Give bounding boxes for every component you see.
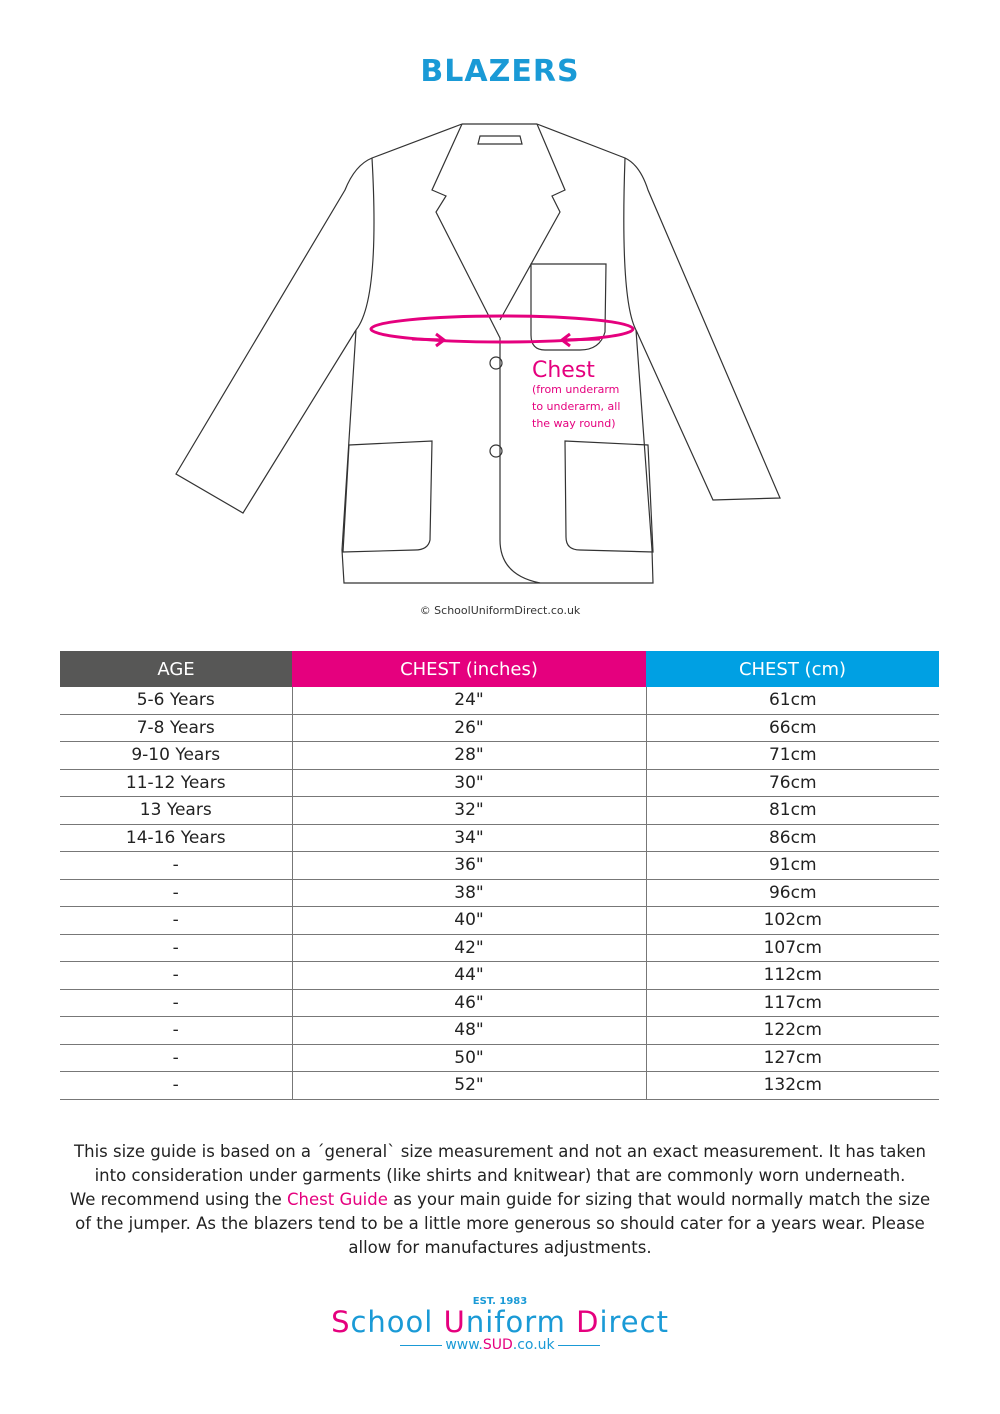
cell-chest-inches: 28" [291, 741, 646, 770]
cell-chest-inches: 24" [291, 687, 646, 715]
cell-age: - [60, 1016, 292, 1045]
cell-age: 5-6 Years [60, 687, 292, 715]
table-row: -44" 112cm [60, 961, 939, 990]
cell-age: - [60, 934, 292, 962]
cell-age: - [60, 961, 292, 990]
cell-chest-inches: 48" [291, 1016, 646, 1045]
url-part: .co.uk [512, 1337, 555, 1353]
cell-age: - [60, 906, 292, 935]
table-row: -48" 122cm [60, 1016, 939, 1045]
cell-age: - [60, 1071, 292, 1100]
url-part: www. [445, 1337, 483, 1353]
cell-chest-cm: 122cm [645, 1016, 939, 1045]
cell-age: 11-12 Years [60, 769, 292, 797]
cell-age: 7-8 Years [60, 714, 292, 742]
cell-chest-inches: 44" [291, 961, 646, 990]
cell-chest-inches: 42" [291, 934, 646, 962]
cell-chest-cm: 117cm [645, 989, 939, 1017]
logo: EST. 1983 School Uniform Direct www.SUD.… [0, 1296, 1000, 1353]
header-age: AGE [60, 651, 292, 687]
cell-chest-cm: 81cm [645, 796, 939, 825]
chest-sublabel-2: to underarm, all [532, 400, 620, 413]
size-note: This size guide is based on a ´general` … [60, 1140, 940, 1260]
table-row: -52" 132cm [60, 1071, 939, 1100]
table-row: 7-8 Years 26" 66cm [60, 714, 939, 742]
size-table: AGE CHEST (inches) CHEST (cm) 5-6 Years 2… [60, 651, 939, 1100]
cell-chest-cm: 112cm [645, 961, 939, 990]
table-row: 5-6 Years 24" 61cm [60, 687, 939, 715]
chest-sublabel-1: (from underarm [532, 383, 619, 396]
cell-chest-cm: 127cm [645, 1044, 939, 1072]
table-row: -40" 102cm [60, 906, 939, 935]
table-row: 9-10 Years 28" 71cm [60, 741, 939, 770]
chest-guide-link: Chest Guide [287, 1190, 388, 1209]
header-chest-cm: CHEST (cm) [646, 651, 939, 687]
logo-letter: D [576, 1305, 600, 1339]
cell-chest-inches: 40" [291, 906, 646, 935]
note-line-2: We recommend using the Chest Guide as yo… [60, 1188, 940, 1260]
note-line-1: This size guide is based on a ´general` … [74, 1142, 926, 1185]
url-part: SUD [482, 1337, 513, 1353]
page-title: BLAZERS [420, 54, 580, 89]
cell-chest-inches: 34" [291, 824, 646, 852]
table-row: -50" 127cm [60, 1044, 939, 1072]
cell-age: - [60, 879, 292, 907]
table-header-row: AGE CHEST (inches) CHEST (cm) [60, 651, 939, 687]
cell-chest-inches: 38" [291, 879, 646, 907]
cell-chest-inches: 46" [291, 989, 646, 1017]
table-row: 13 Years 32" 81cm [60, 796, 939, 825]
cell-age: - [60, 1044, 292, 1072]
logo-word: niform [465, 1305, 566, 1339]
blazer-illustration: Chest (from underarm to underarm, all th… [175, 123, 781, 584]
chest-measure-arrow [369, 314, 635, 348]
logo-letter: U [443, 1305, 466, 1339]
table-row: -42" 107cm [60, 934, 939, 962]
cell-age: - [60, 851, 292, 880]
note-text: as your main guide for sizing that would… [75, 1190, 931, 1257]
chest-sublabel-3: the way round) [532, 417, 616, 430]
logo-url: www.SUD.co.uk [0, 1337, 1000, 1353]
cell-age: - [60, 989, 292, 1017]
cell-chest-inches: 50" [291, 1044, 646, 1072]
cell-age: 9-10 Years [60, 741, 292, 770]
logo-brand: School Uniform Direct [0, 1307, 1000, 1337]
cell-chest-cm: 102cm [645, 906, 939, 935]
table-row: -38" 96cm [60, 879, 939, 907]
cell-chest-inches: 26" [291, 714, 646, 742]
cell-chest-inches: 52" [291, 1071, 646, 1100]
chest-label: Chest [532, 358, 595, 383]
cell-age: 14-16 Years [60, 824, 292, 852]
cell-chest-inches: 30" [291, 769, 646, 797]
cell-age: 13 Years [60, 796, 292, 825]
cell-chest-cm: 132cm [645, 1071, 939, 1100]
blazer-outline [175, 123, 781, 584]
cell-chest-cm: 76cm [645, 769, 939, 797]
cell-chest-cm: 96cm [645, 879, 939, 907]
note-text: We recommend using the [69, 1190, 287, 1209]
table-row: -36" 91cm [60, 851, 939, 880]
header-chest-inches: CHEST (inches) [292, 651, 646, 687]
cell-chest-inches: 36" [291, 851, 646, 880]
cell-chest-cm: 91cm [645, 851, 939, 880]
cell-chest-cm: 107cm [645, 934, 939, 962]
cell-chest-inches: 32" [291, 796, 646, 825]
cell-chest-cm: 66cm [645, 714, 939, 742]
table-row: 11-12 Years 30" 76cm [60, 769, 939, 797]
logo-letter: S [331, 1305, 351, 1339]
table-row: -46" 117cm [60, 989, 939, 1017]
cell-chest-cm: 71cm [645, 741, 939, 770]
logo-word: chool [350, 1305, 434, 1339]
table-row: 14-16 Years 34" 86cm [60, 824, 939, 852]
copyright: © SchoolUniformDirect.co.uk [419, 604, 581, 617]
logo-word: irect [599, 1305, 669, 1339]
cell-chest-cm: 61cm [645, 687, 939, 715]
logo-est: EST. 1983 [472, 1296, 528, 1307]
cell-chest-cm: 86cm [645, 824, 939, 852]
